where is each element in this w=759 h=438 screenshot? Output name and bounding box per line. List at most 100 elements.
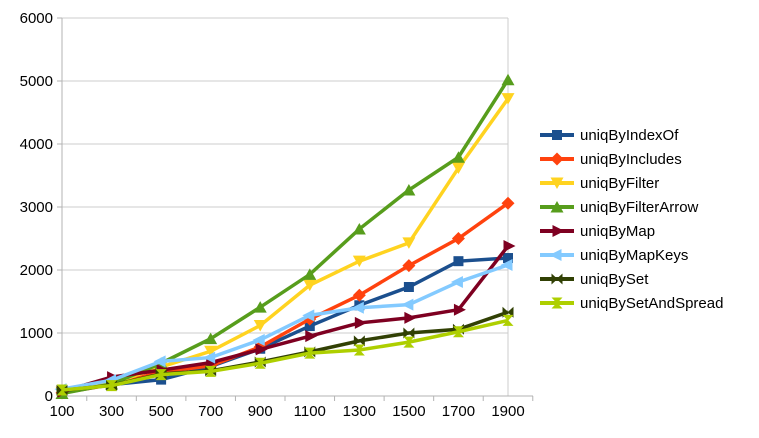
- legend-marker-uniqByMap: [552, 225, 565, 237]
- series-line-uniqBySetAndSpread: [61, 318, 509, 392]
- series-marker-uniqBySet: [408, 327, 415, 339]
- legend-marker-uniqBySetAndSpread: [551, 297, 563, 304]
- series-marker-uniqByFilter: [204, 345, 218, 358]
- series-marker-uniqBySetAndSpread: [205, 370, 217, 377]
- legend-marker-uniqByFilterArrow: [550, 201, 564, 213]
- x-tick-label: 700: [198, 403, 223, 420]
- series-marker-uniqByMapKeys: [302, 309, 315, 322]
- series-marker-uniqBySetAndSpread: [502, 319, 514, 326]
- series-marker-uniqBySet: [56, 384, 63, 396]
- series-marker-uniqByMapKeys: [450, 275, 463, 288]
- x-tick-label: 1700: [442, 403, 475, 420]
- series-marker-uniqBySetAndSpread: [353, 349, 365, 356]
- series-marker-uniqByFilterArrow: [402, 183, 416, 196]
- series-marker-uniqByIndexOf: [403, 282, 414, 293]
- series-marker-uniqBySetAndSpread: [452, 326, 464, 333]
- y-tick-label: 4000: [20, 136, 53, 153]
- legend-label-uniqByMap: uniqByMap: [580, 223, 655, 240]
- series-marker-uniqByFilter: [303, 279, 317, 292]
- series-marker-uniqBySetAndSpread: [304, 352, 316, 359]
- series-marker-uniqByMap: [354, 316, 367, 329]
- legend-marker-uniqByIndexOf: [552, 130, 562, 140]
- series-marker-uniqByIncludes: [501, 196, 515, 210]
- series-marker-uniqByIncludes: [451, 232, 465, 245]
- series-marker-uniqBySetAndSpread: [254, 362, 266, 369]
- series-marker-uniqBySetAndSpread: [106, 380, 118, 387]
- y-tick-label: 5000: [20, 73, 53, 90]
- series-marker-uniqBySetAndSpread: [353, 344, 365, 351]
- legend-marker-uniqBySetAndSpread: [551, 302, 563, 309]
- x-tick-label: 300: [99, 403, 124, 420]
- series-marker-uniqBySetAndSpread: [403, 336, 415, 343]
- series-marker-uniqByFilter: [352, 255, 366, 268]
- series-marker-uniqByFilterArrow: [253, 301, 267, 313]
- series-marker-uniqBySet: [403, 327, 410, 339]
- legend-marker-uniqBySet: [556, 273, 563, 285]
- series-marker-uniqByIndexOf: [304, 321, 315, 332]
- series-line-uniqByIncludes: [61, 201, 510, 395]
- legend-marker-uniqByFilter: [550, 177, 564, 189]
- y-tick-label: 3000: [20, 199, 53, 216]
- series-marker-uniqBySetAndSpread: [56, 384, 68, 391]
- series-marker-uniqByMapKeys: [401, 298, 414, 311]
- series-line-uniqByFilter: [61, 97, 510, 394]
- series-marker-uniqByFilterArrow: [303, 268, 317, 280]
- x-tick-label: 100: [49, 403, 74, 420]
- series-marker-uniqByMap: [503, 240, 516, 253]
- series-marker-uniqByIncludes: [402, 259, 416, 273]
- series-marker-uniqByFilter: [451, 162, 465, 174]
- x-tick-label: 500: [149, 403, 174, 420]
- series-marker-uniqBySet: [353, 335, 360, 347]
- series-marker-uniqByMapKeys: [153, 355, 166, 368]
- y-tick-label: 1000: [20, 325, 53, 342]
- y-tick-label: 0: [45, 388, 53, 405]
- series-marker-uniqByFilterArrow: [352, 223, 366, 235]
- series-marker-uniqBySetAndSpread: [403, 341, 415, 348]
- legend-label-uniqByFilterArrow: uniqByFilterArrow: [580, 199, 699, 216]
- series-marker-uniqByIndexOf: [453, 256, 464, 267]
- series-marker-uniqBySetAndSpread: [304, 347, 316, 354]
- series-marker-uniqByIncludes: [352, 288, 366, 302]
- x-tick-label: 1900: [491, 403, 524, 420]
- series-marker-uniqByFilterArrow: [501, 73, 515, 86]
- series-marker-uniqBySetAndSpread: [56, 389, 68, 396]
- series-marker-uniqByFilter: [501, 93, 515, 105]
- series-marker-uniqByMapKeys: [351, 301, 364, 314]
- y-tick-label: 2000: [20, 262, 53, 279]
- series-marker-uniqBySet: [358, 335, 365, 347]
- legend-label-uniqBySet: uniqBySet: [580, 271, 649, 288]
- series-line-uniqByMapKeys: [61, 263, 509, 391]
- legend-label-uniqByMapKeys: uniqByMapKeys: [580, 247, 688, 264]
- series-marker-uniqByMap: [305, 330, 318, 343]
- legend-label-uniqByIndexOf: uniqByIndexOf: [580, 127, 679, 144]
- series-marker-uniqByMapKeys: [500, 258, 513, 271]
- series-marker-uniqBySetAndSpread: [205, 365, 217, 372]
- series-marker-uniqByFilter: [402, 237, 416, 249]
- series-marker-uniqByFilterArrow: [451, 151, 465, 163]
- series-marker-uniqByMapKeys: [203, 351, 216, 364]
- x-tick-label: 1500: [392, 403, 425, 420]
- legend-marker-uniqBySet: [551, 273, 558, 285]
- series-marker-uniqBySetAndSpread: [155, 374, 167, 381]
- series-marker-uniqByFilterArrow: [204, 332, 218, 345]
- legend-label-uniqByIncludes: uniqByIncludes: [580, 151, 682, 168]
- x-tick-label: 900: [248, 403, 273, 420]
- y-tick-label: 6000: [20, 10, 53, 27]
- series-line-uniqByFilterArrow: [61, 78, 510, 396]
- legend-label-uniqBySetAndSpread: uniqBySetAndSpread: [580, 295, 723, 312]
- legend-marker-uniqByMapKeys: [549, 249, 562, 261]
- series-marker-uniqBySetAndSpread: [106, 385, 118, 392]
- series-marker-uniqBySetAndSpread: [452, 331, 464, 338]
- series-marker-uniqByMap: [255, 343, 268, 356]
- series-line-uniqByMap: [61, 244, 510, 394]
- legend-marker-uniqByIncludes: [550, 152, 564, 166]
- x-tick-label: 1100: [294, 403, 326, 420]
- series-marker-uniqByFilter: [253, 319, 267, 332]
- series-marker-uniqBySetAndSpread: [502, 314, 514, 321]
- legend-label-uniqByFilter: uniqByFilter: [580, 175, 659, 192]
- series-marker-uniqByMap: [404, 311, 417, 324]
- series-line-uniqByIndexOf: [61, 256, 509, 394]
- series-marker-uniqBySetAndSpread: [254, 357, 266, 364]
